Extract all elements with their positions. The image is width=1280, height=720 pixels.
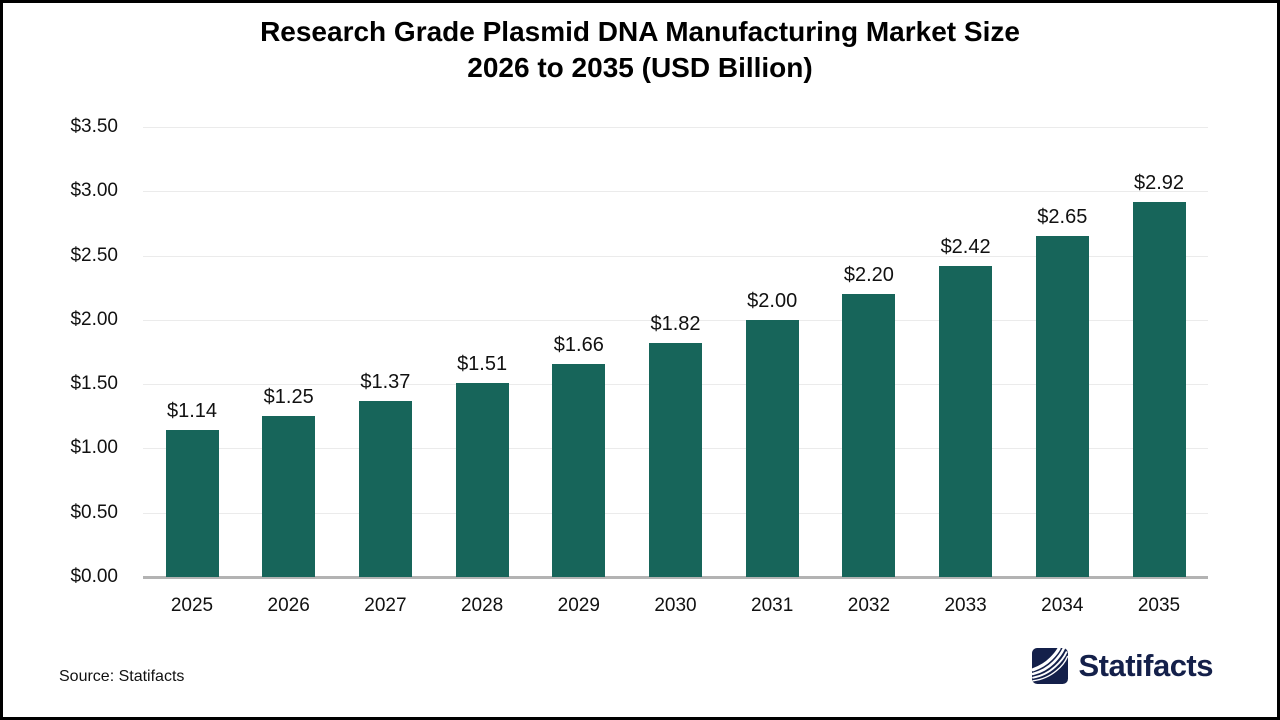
bar-2034 xyxy=(1035,236,1089,577)
chart-title-line1: Research Grade Plasmid DNA Manufacturing… xyxy=(260,16,1020,47)
brand-logo: Statifacts xyxy=(1032,648,1213,684)
y-axis-tick-label: $2.00 xyxy=(70,308,118,330)
bar-value-label: $1.66 xyxy=(553,333,604,356)
plot-area: $0.00 $0.50 $1.00 $1.50 $2.00 $2.50 $3.00 $3.50… xyxy=(3,3,1277,717)
x-axis-tick-label: 2025 xyxy=(170,595,214,616)
y-axis-tick-label: $2.50 xyxy=(70,244,118,266)
bar-value-label: $1.14 xyxy=(166,400,218,423)
x-axis-tick-label: 2033 xyxy=(944,595,987,616)
bar-2030 xyxy=(649,343,702,577)
bar-value-label: $1.51 xyxy=(457,352,508,375)
bar-value-label: $1.25 xyxy=(263,386,314,409)
gridline xyxy=(143,319,1208,321)
bar-value-label: $2.00 xyxy=(747,289,798,312)
x-axis-tick-label: 2028 xyxy=(460,595,504,616)
x-axis-line xyxy=(143,576,1208,579)
bar-value-label: $2.20 xyxy=(843,264,894,287)
y-axis-tick-label: $3.00 xyxy=(70,180,118,202)
x-axis-tick-label: 2031 xyxy=(751,595,794,616)
x-axis-tick-label: 2035 xyxy=(1137,595,1181,616)
statifacts-waves-icon xyxy=(1032,648,1069,684)
bar-value-label: $2.92 xyxy=(1133,171,1185,194)
x-axis-tick-label: 2026 xyxy=(267,595,310,616)
gridline xyxy=(143,127,1208,128)
chart-title: Research Grade Plasmid DNA Manufacturing… xyxy=(3,14,1277,86)
bar-2035 xyxy=(1132,201,1186,577)
y-axis-tick-label: $1.00 xyxy=(70,437,118,459)
bar-2026 xyxy=(262,416,316,577)
source-label: Source: Statifacts xyxy=(59,668,185,685)
gridline xyxy=(143,191,1208,193)
gridline xyxy=(143,255,1208,257)
x-axis-tick-label: 2034 xyxy=(1041,595,1084,616)
y-axis-tick-label: $1.50 xyxy=(70,373,118,395)
y-axis-tick-label: $0.50 xyxy=(70,501,118,523)
bar-2028 xyxy=(455,382,509,577)
bar-2027 xyxy=(358,400,412,577)
x-axis-tick-label: 2029 xyxy=(557,595,600,616)
bar-value-label: $1.82 xyxy=(650,313,701,335)
bar-2025 xyxy=(165,430,219,577)
bar-2032 xyxy=(842,294,896,577)
x-axis-tick-label: 2027 xyxy=(364,595,407,616)
brand-name: Statifacts xyxy=(1078,648,1213,683)
bar-2029 xyxy=(552,363,606,577)
bar-2033 xyxy=(939,265,993,577)
bar-value-label: $2.42 xyxy=(940,235,991,258)
y-axis-tick-label: $0.00 xyxy=(70,566,118,587)
x-axis-tick-label: 2032 xyxy=(847,595,891,616)
bar-2031 xyxy=(745,319,799,577)
bar-value-label: $1.37 xyxy=(360,370,411,393)
chart-title-line2: 2026 to 2035 (USD Billion) xyxy=(467,52,813,83)
y-axis-tick-label: $3.50 xyxy=(70,116,118,137)
bar-value-label: $2.65 xyxy=(1037,206,1088,229)
x-axis-tick-label: 2030 xyxy=(654,595,697,616)
